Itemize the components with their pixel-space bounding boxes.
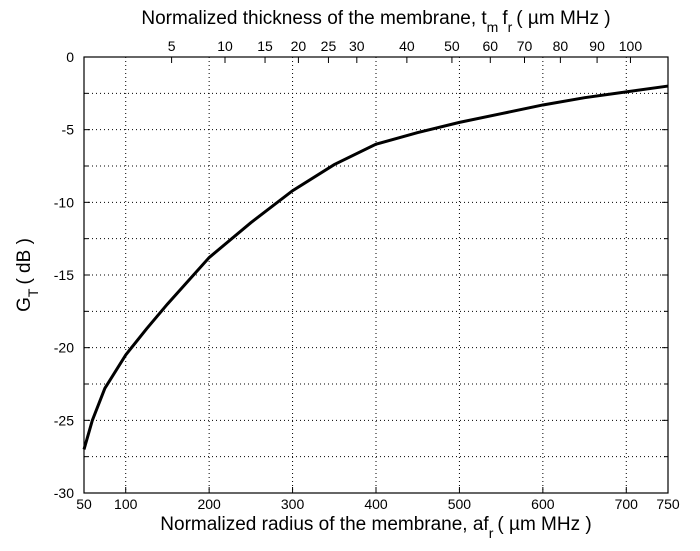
x2-tick-label: 20 [291, 38, 307, 54]
x-tick-label: 50 [76, 496, 92, 512]
x2-tick-label: 10 [217, 38, 233, 54]
x2-tick-label: 25 [321, 38, 337, 54]
x-tick-label: 600 [531, 496, 555, 512]
x2-tick-label: 5 [168, 38, 176, 54]
y-tick-label: -5 [62, 122, 75, 138]
label-part: Normalized thickness of the membrane, t [141, 8, 487, 29]
subscript: r [489, 525, 494, 541]
label-part: ( dB ) [14, 238, 35, 284]
subscript: r [508, 19, 513, 35]
axis-label: GT ( dB ) [14, 238, 41, 312]
x2-tick-label: 30 [349, 38, 365, 54]
x-tick-label: 200 [197, 496, 221, 512]
label-part: Normalized radius of the membrane, af [160, 514, 489, 535]
y-tick-label: -30 [54, 485, 74, 501]
label-part: ( µm MHz ) [497, 514, 591, 535]
axis-label: Normalized thickness of the membrane, tm… [141, 8, 610, 35]
x-tick-label: 100 [114, 496, 138, 512]
plot-frame [83, 56, 669, 494]
x-tick-label: 500 [448, 496, 472, 512]
y-tick-label: 0 [66, 49, 74, 65]
x2-tick-label: 60 [483, 38, 499, 54]
label-part: G [14, 297, 35, 312]
y-tick-label: -25 [54, 412, 74, 428]
x-tick-label: 700 [615, 496, 639, 512]
x2-tick-label: 80 [553, 38, 569, 54]
x2-tick-label: 70 [517, 38, 533, 54]
axis-label: Normalized radius of the membrane, afr( … [160, 514, 591, 541]
y-tick-label: -10 [54, 194, 74, 210]
subscript: m [487, 19, 499, 35]
x2-tick-label: 90 [589, 38, 605, 54]
label-part: ( µm MHz ) [516, 8, 610, 29]
y-tick-label: -20 [54, 340, 74, 356]
x2-tick-label: 50 [444, 38, 460, 54]
data-line [82, 84, 669, 450]
x2-tick-label: 40 [399, 38, 415, 54]
subscript: T [25, 288, 41, 297]
x2-tick-label: 100 [619, 38, 643, 54]
x-tick-label: 300 [281, 496, 305, 512]
x2-tick-label: 15 [257, 38, 273, 54]
label-part: f [502, 8, 508, 29]
x-tick-label: 750 [656, 496, 680, 512]
x-tick-label: 400 [364, 496, 388, 512]
y-tick-label: -15 [54, 267, 74, 283]
